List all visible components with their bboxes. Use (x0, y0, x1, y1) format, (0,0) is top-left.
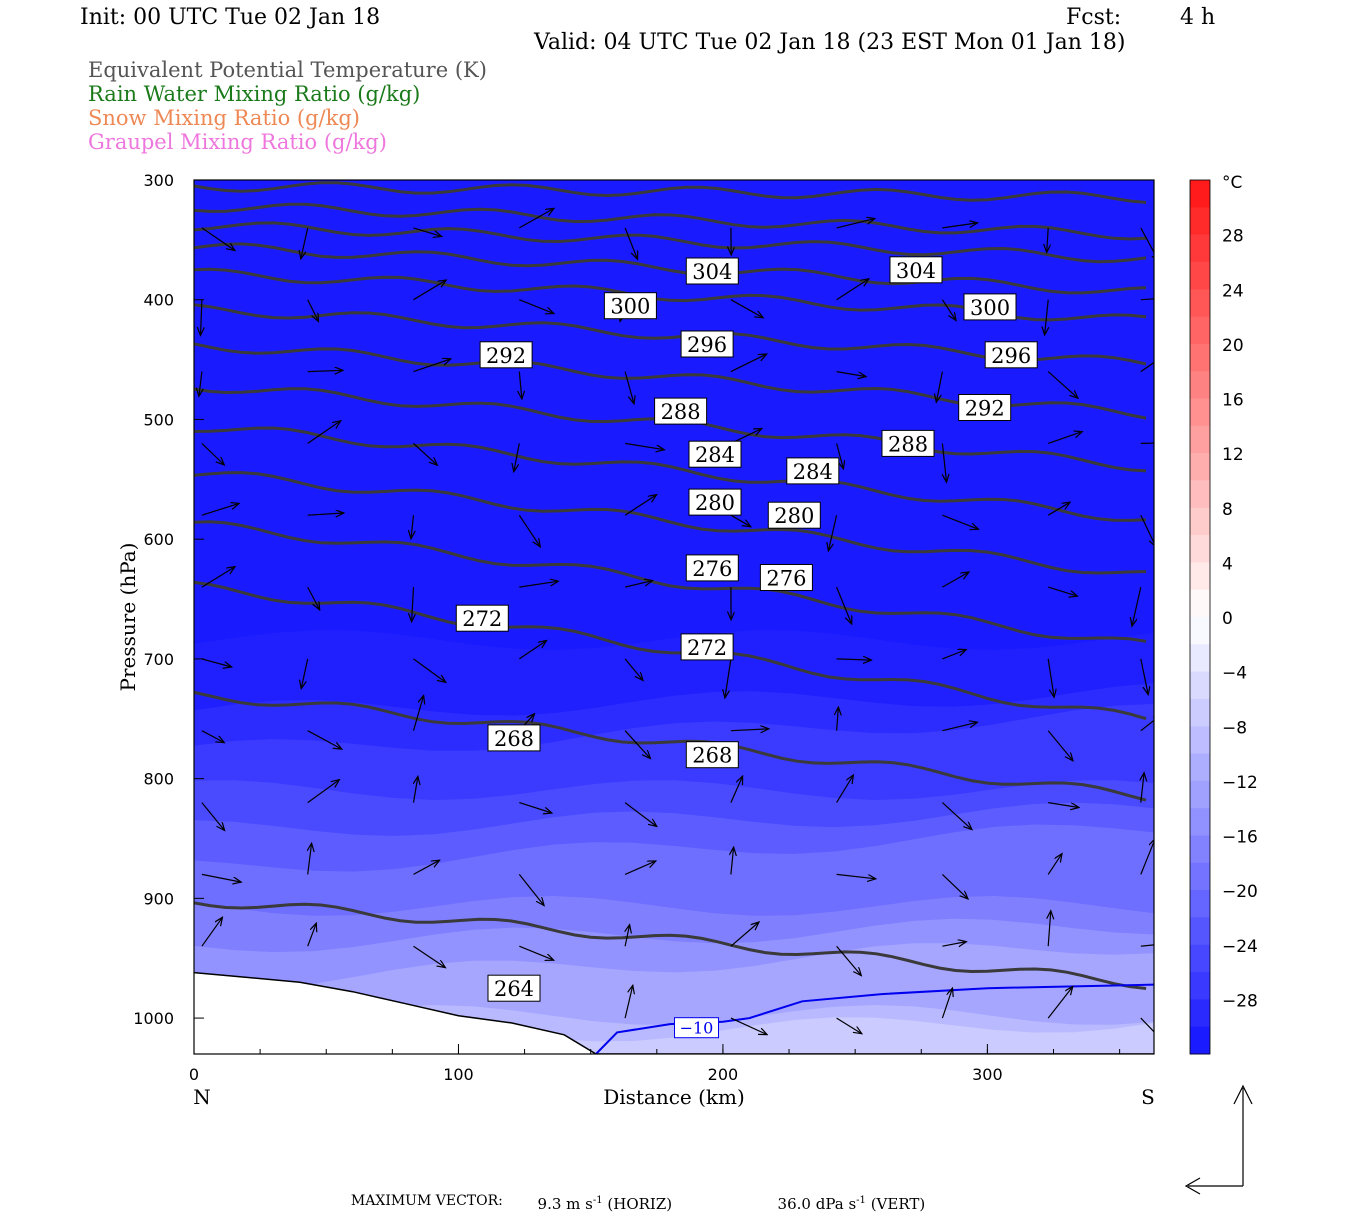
isentrope-label: 280 (695, 491, 735, 515)
isentrope-label: 304 (896, 259, 936, 283)
colorbar-segment (1190, 972, 1210, 1000)
colorbar-segment (1190, 1027, 1210, 1055)
colorbar-segment (1190, 617, 1210, 645)
colorbar-segment (1190, 235, 1210, 263)
vert-exp: -1 (856, 1195, 866, 1206)
colorbar-tick-label: 20 (1222, 336, 1244, 356)
y-tick-label: 700 (143, 650, 174, 669)
max-vector-vertical: 36.0 dPa s-1 (VERT) (768, 1177, 925, 1213)
colorbar-segment (1190, 508, 1210, 536)
colorbar-segment (1190, 781, 1210, 809)
colorbar-segment (1190, 399, 1210, 427)
colorbar-tick-label: −12 (1222, 773, 1258, 793)
colorbar-segment (1190, 808, 1210, 836)
y-tick-label: 400 (143, 291, 174, 310)
colorbar-segment (1190, 562, 1210, 590)
isotherm-label: −10 (680, 1019, 714, 1038)
isentrope-label: 268 (692, 744, 732, 768)
isentrope-label: 276 (766, 566, 806, 590)
colorbar-tick-label: −16 (1222, 828, 1258, 848)
colorbar-segment (1190, 344, 1210, 372)
colorbar-segment (1190, 371, 1210, 399)
colorbar-segment (1190, 699, 1210, 727)
x-tick-label: 0 (189, 1065, 199, 1084)
max-vector-caption: MAXIMUM VECTOR: (342, 1177, 503, 1209)
colorbar-segment (1190, 535, 1210, 563)
colorbar-tick-label: 8 (1222, 500, 1233, 520)
horiz-tag: (HORIZ) (607, 1195, 672, 1213)
max-vector-horizontal: 9.3 m s-1 (HORIZ) (528, 1177, 672, 1213)
colorbar-segment (1190, 836, 1210, 864)
colorbar-segment (1190, 754, 1210, 782)
isentrope-label: 268 (494, 727, 534, 751)
y-tick-label: 500 (143, 410, 174, 429)
isentrope-label: 288 (661, 400, 701, 424)
y-tick-label: 800 (143, 770, 174, 789)
colorbar-tick-label: −24 (1222, 937, 1258, 957)
y-tick-label: 1000 (133, 1009, 174, 1028)
colorbar-segment (1190, 863, 1210, 891)
isentrope-label: 300 (970, 296, 1010, 320)
colorbar-segment (1190, 453, 1210, 481)
y-tick-label: 300 (143, 171, 174, 190)
y-tick-label: 900 (143, 889, 174, 908)
colorbar-tick-label: −4 (1222, 664, 1247, 684)
x-tick-label: 300 (972, 1065, 1003, 1084)
colorbar-tick-label: 4 (1222, 554, 1233, 574)
isentrope-label: 272 (687, 636, 727, 660)
isentrope-label: 276 (692, 557, 732, 581)
isentrope-label: 272 (462, 607, 502, 631)
y-tick-label: 600 (143, 530, 174, 549)
colorbar-segment (1190, 180, 1210, 208)
isentrope-label: 300 (610, 295, 650, 319)
colorbar-segment (1190, 917, 1210, 945)
north-end-label: N (193, 1085, 211, 1109)
colorbar-segment (1190, 480, 1210, 508)
colorbar-tick-label: 28 (1222, 227, 1244, 247)
isentrope-label: 264 (494, 977, 534, 1001)
isentrope-label: 284 (695, 443, 735, 467)
x-tick-label: 100 (443, 1065, 474, 1084)
x-axis-title: Distance (km) (603, 1085, 745, 1109)
isentrope-label: 296 (991, 344, 1031, 368)
colorbar-segment (1190, 317, 1210, 345)
colorbar-segment (1190, 426, 1210, 454)
colorbar-segment (1190, 644, 1210, 672)
colorbar-segment (1190, 590, 1210, 618)
colorbar-tick-label: −20 (1222, 882, 1258, 902)
isentrope-label: 296 (687, 333, 727, 357)
colorbar-segment (1190, 289, 1210, 317)
colorbar-tick-label: 24 (1222, 281, 1244, 301)
colorbar-unit: °C (1222, 173, 1242, 193)
colorbar-tick-label: −8 (1222, 718, 1247, 738)
wind-vector (1141, 443, 1165, 444)
isentrope-label: 284 (793, 460, 833, 484)
colorbar-segment (1190, 890, 1210, 918)
colorbar-segment (1190, 262, 1210, 290)
colorbar-segment (1190, 726, 1210, 754)
horiz-value: 9.3 m s (538, 1195, 593, 1213)
colorbar-tick-label: 0 (1222, 609, 1233, 629)
colorbar-segment (1190, 672, 1210, 700)
colorbar-segment (1190, 207, 1210, 235)
isentrope-label: 292 (965, 396, 1005, 420)
isentrope-label: 292 (486, 344, 526, 368)
max-vector-label: MAXIMUM VECTOR: (351, 1193, 503, 1209)
x-tick-label: 200 (708, 1065, 739, 1084)
colorbar-segment (1190, 999, 1210, 1027)
south-end-label: S (1141, 1085, 1155, 1109)
isentrope-label: 288 (888, 432, 928, 456)
colorbar-tick-label: 12 (1222, 445, 1244, 465)
isentrope-label: 280 (774, 504, 814, 528)
vert-tag: (VERT) (871, 1195, 926, 1213)
colorbar-tick-label: 16 (1222, 391, 1244, 411)
horiz-exp: -1 (593, 1195, 603, 1206)
isentrope-label: 304 (692, 260, 732, 284)
colorbar-segment (1190, 945, 1210, 973)
vert-value: 36.0 dPa s (778, 1195, 857, 1213)
y-axis-title: Pressure (hPa) (116, 543, 140, 692)
colorbar-tick-label: −28 (1222, 991, 1258, 1011)
